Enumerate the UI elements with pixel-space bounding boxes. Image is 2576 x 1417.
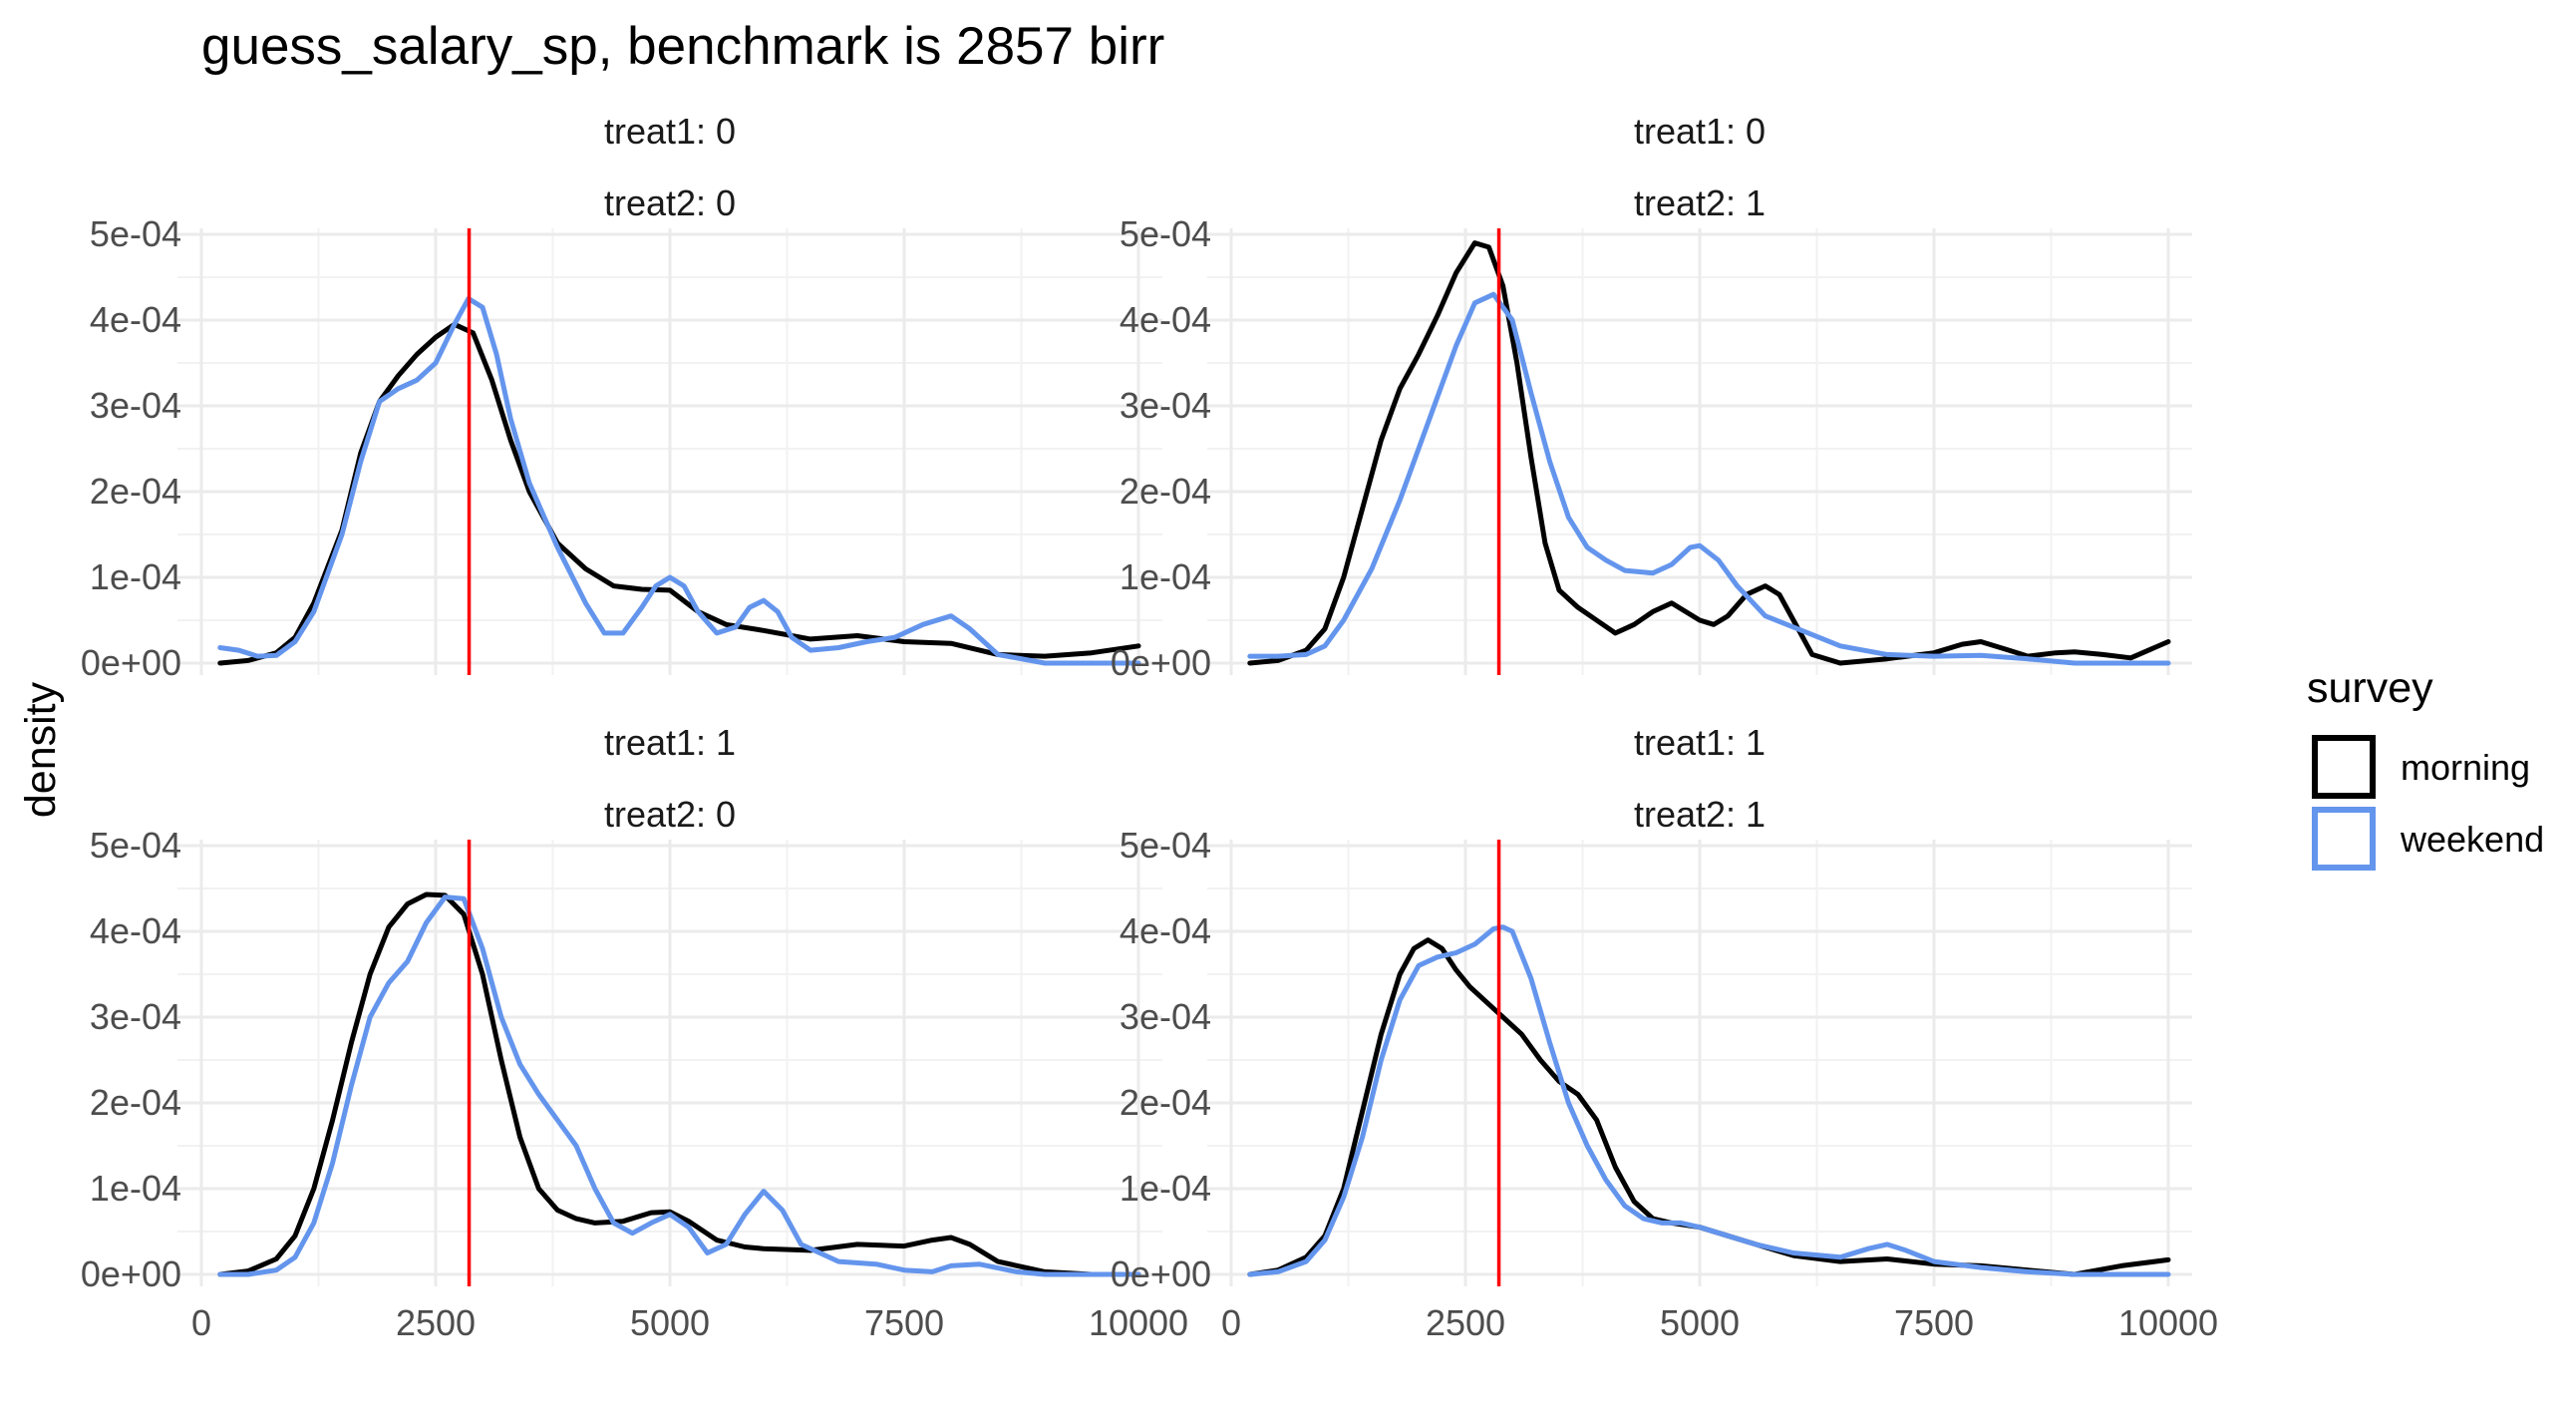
density-line-weekend [1247,924,2171,1277]
y-tick-label: 4e-04 [1120,910,1211,951]
y-tick-label: 3e-04 [1120,996,1211,1037]
strip-label-treat2: treat2: 0 [604,794,736,835]
y-tick-label: 2e-04 [1120,1082,1211,1123]
y-tick-label: 1e-04 [90,1168,181,1209]
strip-label-treat1: treat1: 1 [1634,722,1766,763]
y-tick-label: 0e+00 [81,1253,181,1294]
legend-label-morning: morning [2401,747,2530,788]
strip-label-treat2: treat2: 1 [1634,182,1766,223]
y-tick-label: 1e-04 [90,556,181,597]
density-line-weekend [217,894,1141,1277]
density-line-weekend [217,296,1141,666]
strip-label-treat1: treat1: 0 [604,111,736,152]
x-tick-label: 7500 [1894,1302,1974,1343]
density-line-morning [1247,240,2171,666]
y-tick-label: 1e-04 [1120,556,1211,597]
y-tick-label: 3e-04 [1120,385,1211,426]
facet-panel-2: treat1: 0 treat2: 1 0e+00 1e-04 2e-04 3e-04 4e… [1111,111,2192,683]
facet-panels: treat1: 0 treat2: 0 0e+00 1e-04 2e-04 3e-04 4e… [81,111,2218,1343]
y-tick-label: 0e+00 [81,642,181,683]
x-tick-label: 2500 [396,1302,476,1343]
y-tick-label: 5e-04 [90,825,181,866]
x-tick-label: 5000 [630,1302,710,1343]
x-tick-label: 10000 [2118,1302,2218,1343]
x-tick-label: 10000 [1089,1302,1188,1343]
density-line-weekend [1247,291,2171,666]
y-tick-label: 3e-04 [90,385,181,426]
y-tick-label: 5e-04 [1120,825,1211,866]
legend-title: survey [2307,664,2433,712]
strip-label-treat1: treat1: 0 [1634,111,1766,152]
legend-label-weekend: weekend [2400,819,2544,860]
y-axis-title: density [17,681,65,818]
y-tick-label: 1e-04 [1120,1168,1211,1209]
strip-label-treat2: treat2: 1 [1634,794,1766,835]
y-tick-label: 0e+00 [1111,642,1211,683]
chart-title: guess_salary_sp, benchmark is 2857 birr [201,17,1164,76]
x-tick-label: 0 [1221,1302,1241,1343]
y-tick-label: 4e-04 [90,910,181,951]
y-tick-label: 2e-04 [90,1082,181,1123]
legend-key-morning [2312,735,2376,799]
strip-label-treat2: treat2: 0 [604,182,736,223]
y-tick-label: 3e-04 [90,996,181,1037]
x-tick-label: 5000 [1660,1302,1740,1343]
x-tick-label: 2500 [1426,1302,1505,1343]
facet-panel-1: treat1: 0 treat2: 0 0e+00 1e-04 2e-04 3e-04 4e… [81,111,1162,683]
legend-key-weekend [2312,807,2376,871]
density-line-morning [217,321,1141,666]
y-tick-label: 4e-04 [90,299,181,340]
density-line-morning [217,891,1141,1277]
strip-label-treat1: treat1: 1 [604,722,736,763]
x-tick-label: 7500 [864,1302,944,1343]
y-tick-label: 2e-04 [1120,471,1211,512]
y-tick-label: 5e-04 [90,213,181,254]
facet-panel-3: treat1: 1 treat2: 0 0e+00 1e-04 2e-04 3e-04 4e… [81,722,1188,1343]
facet-panel-4: treat1: 1 treat2: 1 0e+00 1e-04 2e-04 3e-04 4e… [1111,722,2218,1343]
legend: survey morning weekend [2307,664,2544,871]
y-tick-label: 4e-04 [1120,299,1211,340]
y-tick-label: 5e-04 [1120,213,1211,254]
y-tick-label: 2e-04 [90,471,181,512]
x-tick-label: 0 [191,1302,211,1343]
density-line-morning [1247,937,2171,1277]
y-tick-label: 0e+00 [1111,1253,1211,1294]
